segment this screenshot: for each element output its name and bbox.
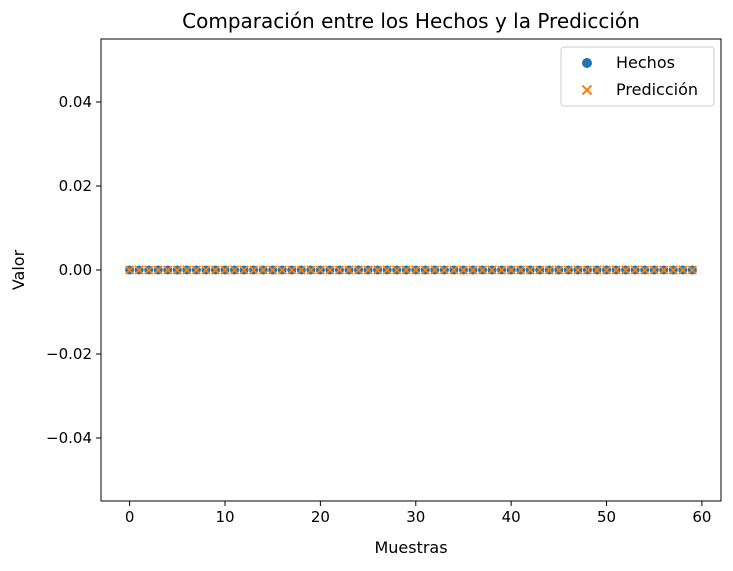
data-point [477, 265, 488, 275]
data-point [134, 265, 144, 275]
data-point [573, 265, 583, 275]
data-point [220, 265, 230, 275]
plot-area [124, 265, 698, 275]
chart-title: Comparación entre los Hechos y la Predic… [182, 9, 640, 33]
y-axis-label: Valor [9, 249, 28, 290]
series-1 [125, 265, 697, 275]
data-point [191, 265, 202, 275]
x-tick-label: 0 [125, 508, 135, 526]
data-point [229, 265, 240, 275]
data-point [411, 265, 421, 275]
x-axis-label: Muestras [374, 538, 447, 557]
data-point [439, 265, 450, 275]
x-tick-label: 40 [502, 508, 521, 526]
data-point [544, 265, 554, 275]
data-point [506, 265, 516, 275]
data-point [516, 265, 526, 275]
data-point [592, 265, 602, 275]
data-point [268, 265, 278, 275]
legend: Hechos Predicción [560, 46, 715, 107]
data-point [458, 265, 469, 275]
data-point [325, 265, 335, 275]
x-tick-label: 10 [215, 508, 234, 526]
data-point [449, 265, 459, 275]
data-point [239, 265, 249, 275]
data-point [287, 265, 297, 275]
data-point [620, 265, 631, 275]
data-point [535, 265, 545, 275]
data-point [611, 265, 621, 275]
x-tick-label: 60 [692, 508, 711, 526]
data-point [659, 265, 669, 275]
x-tick-label: 30 [406, 508, 425, 526]
data-point [344, 265, 354, 275]
legend-box [560, 46, 715, 107]
data-point [601, 265, 612, 275]
data-point [306, 265, 316, 275]
data-point [296, 265, 306, 275]
data-point [144, 265, 154, 275]
legend-marker-x [581, 84, 593, 96]
data-point [201, 265, 211, 275]
legend-label: Hechos [616, 53, 675, 72]
data-point [640, 265, 650, 275]
data-point [372, 265, 383, 275]
legend-label: Predicción [616, 80, 698, 99]
data-point [392, 265, 402, 275]
data-point [496, 265, 507, 275]
data-point [525, 265, 535, 275]
data-point [315, 265, 326, 275]
data-point [182, 265, 192, 275]
data-point [353, 265, 364, 275]
data-point [420, 265, 430, 275]
data-point [487, 265, 497, 275]
data-point [248, 265, 259, 275]
x-tick-label: 20 [311, 508, 330, 526]
y-tick-label: 0.04 [59, 93, 92, 111]
data-point [258, 265, 268, 275]
data-point [649, 265, 659, 275]
data-point [554, 265, 564, 275]
y-tick-label: 0.00 [59, 261, 92, 279]
data-point [363, 265, 373, 275]
data-point [334, 265, 345, 275]
legend-marker-circle [582, 58, 592, 68]
data-point [668, 265, 678, 275]
y-axis: −0.04 −0.02 0.00 0.02 0.04 [46, 93, 101, 447]
data-point [124, 265, 135, 275]
y-tick-label: −0.02 [46, 345, 92, 363]
data-point [163, 265, 173, 275]
data-point [153, 265, 163, 275]
data-point [382, 265, 392, 275]
data-point [563, 265, 574, 275]
data-point [687, 265, 698, 275]
series-2 [124, 265, 698, 275]
x-tick-label: 50 [597, 508, 616, 526]
data-point [430, 265, 440, 275]
data-point [582, 265, 593, 275]
y-tick-label: 0.02 [59, 177, 92, 195]
data-point [630, 265, 640, 275]
data-point [401, 265, 411, 275]
x-axis: 0 10 20 30 40 50 60 [125, 501, 711, 526]
data-point [277, 265, 287, 275]
data-point [678, 265, 688, 275]
data-point [468, 265, 478, 275]
data-point [210, 265, 221, 275]
y-tick-label: −0.04 [46, 429, 92, 447]
data-point [172, 265, 182, 275]
